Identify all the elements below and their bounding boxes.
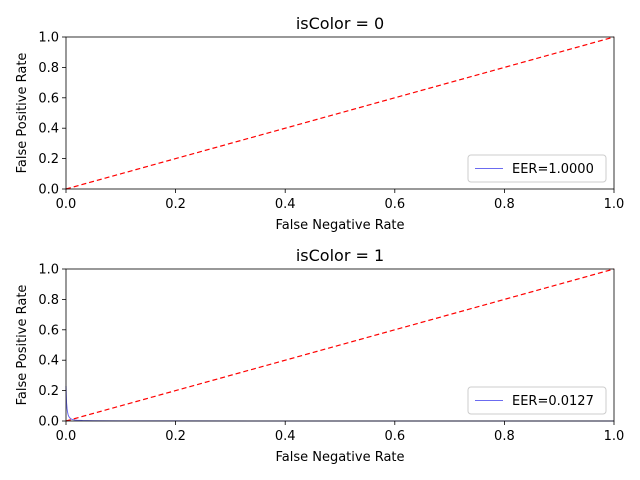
chart-1-title: isColor = 0 [296, 14, 384, 33]
chart-1-y-tick-label: 0.2 [38, 152, 59, 167]
chart-1-y-axis-label: False Positive Rate [15, 53, 30, 174]
chart-1-y-tick-label: 1.0 [38, 31, 59, 46]
chart-1-reference-line [65, 36, 615, 190]
chart-1-x-tick-label: 0.4 [275, 197, 296, 212]
chart-2-x-tick-label: 0.6 [384, 429, 405, 444]
chart-1-x-axis-label: False Negative Rate [275, 218, 404, 233]
chart-2-legend-label: EER=0.0127 [512, 394, 594, 409]
chart-2-y-tick-label: 1.0 [38, 263, 59, 278]
chart-2-x-tick-label: 0.4 [275, 429, 296, 444]
chart-2-x-axis-label: False Negative Rate [275, 450, 404, 465]
chart-2-axes-frame [65, 268, 615, 422]
chart-1-axes-frame [65, 36, 615, 190]
chart-2-reference-line [65, 268, 615, 422]
chart-1-y-tick-label: 0.6 [38, 91, 59, 106]
chart-1-y-tick-label: 0.8 [38, 61, 59, 76]
chart-1-x-tick-label: 0.6 [384, 197, 405, 212]
chart-2-y-tick-label: 0.4 [38, 354, 59, 369]
chart-1-x-tick-label: 0.8 [494, 197, 515, 212]
chart-1-x-tick-label: 0.0 [56, 197, 77, 212]
chart-2-title: isColor = 1 [296, 246, 384, 265]
chart-2-x-tick-label: 0.0 [56, 429, 77, 444]
chart-2-y-tick-label: 0.0 [38, 415, 59, 430]
chart-2-legend-box [467, 386, 607, 415]
chart-1-legend-label: EER=1.0000 [512, 162, 594, 177]
chart-1-x-tick-label: 0.2 [165, 197, 186, 212]
chart-2-x-tick-label: 0.8 [494, 429, 515, 444]
chart-2-y-tick-label: 0.2 [38, 384, 59, 399]
chart-2-x-tick-label: 0.2 [165, 429, 186, 444]
chart-2-y-tick-label: 0.8 [38, 293, 59, 308]
chart-1-y-tick-label: 0.0 [38, 183, 59, 198]
chart-2-y-tick-label: 0.6 [38, 323, 59, 338]
chart-1-y-tick-label: 0.4 [38, 122, 59, 137]
chart-1-legend-box [467, 154, 607, 183]
chart-2-x-tick-label: 1.0 [604, 429, 625, 444]
chart-2-y-axis-label: False Positive Rate [15, 285, 30, 406]
chart-1-x-tick-label: 1.0 [604, 197, 625, 212]
